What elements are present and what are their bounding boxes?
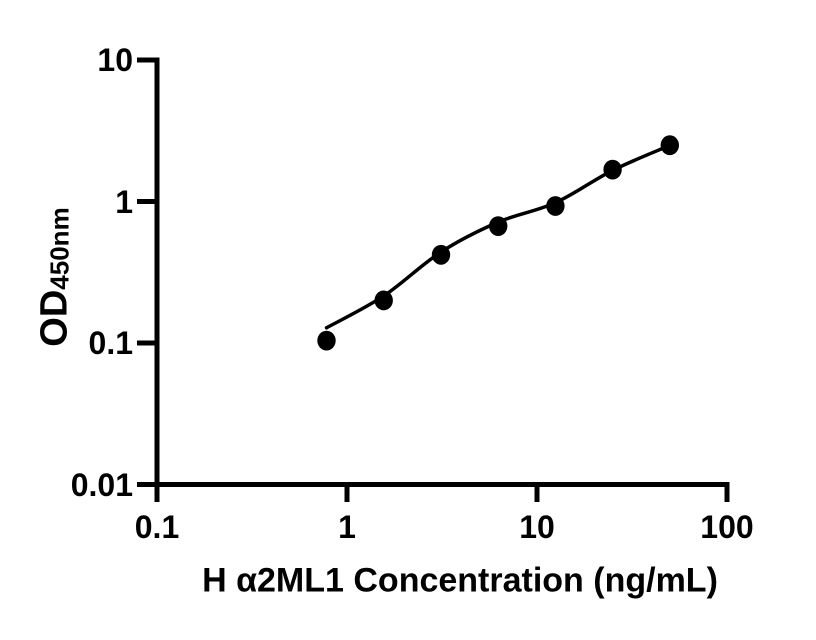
x-tick-label-10: 10 <box>519 509 555 545</box>
x-axis-title: H α2ML1 Concentration (ng/mL) <box>202 561 718 600</box>
y-tick-label-10: 10 <box>97 42 133 78</box>
y-axis-title-main: OD <box>33 289 76 347</box>
data-point-marker <box>431 244 451 265</box>
data-point-marker <box>603 159 622 180</box>
data-point-marker <box>660 135 679 156</box>
data-point-marker <box>317 330 336 351</box>
data-point-marker <box>546 196 565 216</box>
y-axis-title: OD450nm <box>34 207 77 346</box>
x-tick-label-1: 1 <box>338 509 356 545</box>
y-tick-label-1: 1 <box>115 183 133 220</box>
y-tick-label-0.1: 0.1 <box>88 325 133 361</box>
data-point-marker <box>374 290 393 311</box>
y-axis-title-subscript: 450nm <box>44 207 75 290</box>
x-tick-label-100: 100 <box>700 509 754 545</box>
y-tick-label-0.01: 0.01 <box>70 466 133 503</box>
x-tick-label-0.1: 0.1 <box>134 509 180 545</box>
data-point-marker <box>489 216 508 237</box>
